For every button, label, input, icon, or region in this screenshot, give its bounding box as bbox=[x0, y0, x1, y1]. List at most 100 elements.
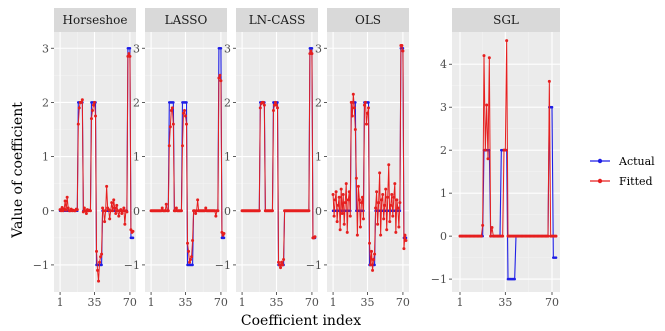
fitted-point bbox=[121, 209, 125, 213]
strip-horseshoe bbox=[54, 8, 136, 32]
y-tick-label: 3 bbox=[133, 42, 140, 55]
fitted-point bbox=[189, 258, 193, 261]
y-tick-label: 3 bbox=[315, 42, 322, 55]
fitted-point bbox=[337, 195, 341, 199]
fitted-point bbox=[489, 234, 493, 238]
x-tick-label: 35 bbox=[498, 296, 512, 309]
fitted-point bbox=[377, 201, 381, 205]
fitted-point bbox=[89, 117, 93, 121]
fitted-point bbox=[66, 206, 70, 210]
fitted-point bbox=[384, 187, 388, 191]
fitted-point bbox=[276, 106, 280, 110]
fitted-point bbox=[338, 228, 342, 232]
fitted-point bbox=[333, 198, 337, 202]
y-tick-label: −1 bbox=[215, 259, 231, 272]
fitted-point bbox=[368, 241, 372, 245]
x-tick-label: 1 bbox=[239, 296, 246, 309]
fitted-point bbox=[393, 182, 397, 186]
actual-point bbox=[310, 46, 314, 50]
fitted-point bbox=[348, 214, 352, 218]
fitted-point bbox=[168, 125, 172, 129]
fitted-point bbox=[361, 217, 365, 221]
series-lasso bbox=[149, 46, 226, 267]
fitted-point bbox=[546, 234, 550, 238]
x-tick-label: 35 bbox=[269, 296, 283, 309]
fitted-point bbox=[547, 79, 551, 83]
fitted-point bbox=[336, 203, 340, 207]
fitted-point bbox=[174, 206, 178, 210]
series-horseshoe bbox=[58, 46, 135, 283]
fitted-point bbox=[309, 49, 313, 53]
fitted-point bbox=[258, 106, 262, 110]
fitted-point bbox=[501, 234, 505, 238]
fitted-point bbox=[117, 214, 121, 218]
fitted-point bbox=[129, 228, 133, 232]
fitted-point bbox=[98, 260, 102, 264]
fitted-point bbox=[63, 199, 67, 203]
fitted-point bbox=[131, 229, 135, 233]
fitted-point bbox=[160, 206, 164, 210]
fitted-point bbox=[127, 52, 131, 56]
fitted-point bbox=[94, 114, 98, 118]
y-tick-label: −1 bbox=[33, 259, 49, 272]
fitted-point bbox=[76, 122, 80, 126]
fitted-point bbox=[341, 193, 345, 196]
x-tick-label: 70 bbox=[214, 296, 228, 309]
y-tick-label: 0 bbox=[440, 230, 447, 243]
fitted-point bbox=[402, 247, 406, 251]
fitted-point bbox=[345, 230, 349, 234]
y-tick-label: 4 bbox=[440, 58, 447, 71]
legend-key-actual-point bbox=[597, 158, 603, 164]
fitted-point bbox=[388, 220, 392, 224]
x-tick-label: 1 bbox=[57, 296, 64, 309]
fitted-point bbox=[487, 56, 491, 60]
y-tick-label: 0 bbox=[133, 205, 140, 218]
fitted-point bbox=[367, 106, 371, 110]
x-tick-label: 70 bbox=[305, 296, 319, 309]
strip-sgl bbox=[452, 8, 560, 32]
fitted-point bbox=[350, 114, 354, 118]
fitted-point bbox=[111, 209, 115, 213]
fitted-point bbox=[166, 209, 170, 213]
x-tick-label: 35 bbox=[178, 296, 192, 309]
fitted-point bbox=[344, 182, 348, 186]
fitted-point bbox=[358, 225, 362, 229]
actual-point bbox=[128, 46, 132, 50]
fitted-point bbox=[380, 198, 384, 202]
y-tick-label: 3 bbox=[42, 42, 49, 55]
fitted-point bbox=[216, 209, 220, 213]
fitted-point bbox=[376, 222, 380, 226]
legend-item-actual: Actual bbox=[590, 155, 655, 168]
panel-ols: OLS −1 0 1 2 3 1 35 70 bbox=[306, 8, 410, 309]
fitted-point bbox=[490, 226, 494, 230]
fitted-point bbox=[401, 49, 405, 53]
fitted-point bbox=[375, 190, 379, 194]
fitted-point bbox=[346, 198, 350, 202]
fitted-point bbox=[222, 232, 226, 235]
actual-point bbox=[276, 101, 279, 104]
legend-label-actual: Actual bbox=[618, 155, 655, 168]
actual-point bbox=[219, 46, 223, 50]
panel-lasso: LASSO −1 0 1 2 3 1 35 70 bbox=[124, 8, 228, 309]
actual-point bbox=[354, 101, 357, 104]
fitted-point bbox=[273, 100, 277, 104]
y-tick-label: −1 bbox=[431, 273, 447, 286]
fitted-point bbox=[360, 195, 364, 199]
actual-point bbox=[373, 263, 376, 267]
fitted-point bbox=[370, 249, 374, 253]
actual-point bbox=[367, 101, 370, 104]
fitted-point bbox=[88, 209, 92, 213]
fitted-point bbox=[374, 206, 378, 210]
fitted-point bbox=[170, 106, 174, 110]
fitted-point bbox=[104, 209, 108, 213]
fitted-point bbox=[349, 100, 353, 104]
y-axis-title: Value of coefficient bbox=[10, 102, 26, 239]
fitted-point bbox=[383, 203, 387, 207]
legend: Actual Fitted bbox=[590, 155, 655, 188]
fitted-point bbox=[97, 279, 101, 283]
fitted-point bbox=[65, 195, 69, 199]
fitted-point bbox=[185, 122, 189, 126]
actual-point bbox=[222, 236, 226, 240]
fitted-point bbox=[91, 103, 95, 107]
